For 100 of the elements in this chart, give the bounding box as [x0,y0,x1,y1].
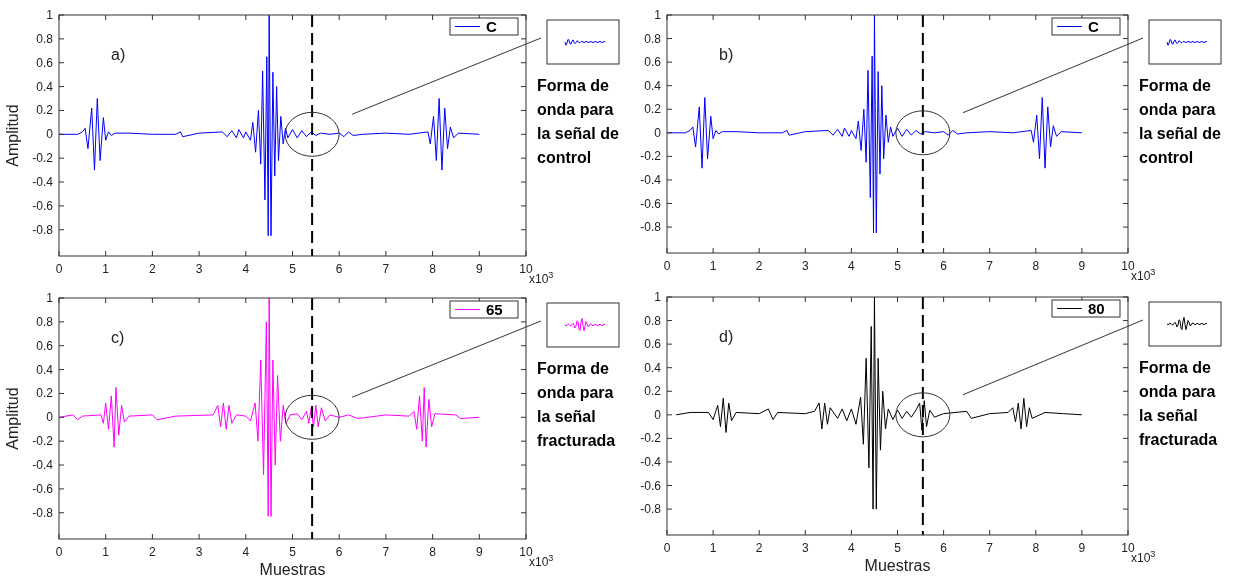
y-tick-label: -0.8 [32,222,54,237]
x-tick-label: 4 [848,541,856,555]
x-tick-label: 7 [986,541,994,555]
y-tick-label: 0.2 [644,102,662,117]
x-tick-label: 9 [475,545,483,559]
y-tick-label: 0 [46,410,54,425]
y-tick-label: 0.6 [644,55,662,70]
y-tick-label: 1 [654,290,662,304]
x-tick-label: 10 [1121,541,1135,555]
y-tick-label: 0.8 [36,31,54,46]
text: Forma de onda para la señal de control [537,77,619,166]
x-tick-label: 10 [519,545,533,559]
x-tick-label: 2 [149,545,157,559]
y-tick-label: -0.2 [32,434,54,449]
annotation: d) [719,328,734,345]
y-tick-label: 0.2 [36,386,54,401]
x-tick-label: 3 [801,259,809,273]
x-tick-label: 10 [519,262,533,276]
x-tick-label: 8 [1032,259,1040,273]
x-tick-label: 2 [755,541,763,555]
y-tick-label: -0.4 [640,172,662,187]
x-tick-label: 0 [663,541,671,555]
y-tick-label: 0.6 [644,337,662,352]
y-tick-label: 0.6 [36,338,54,353]
annotation: a) [111,46,126,63]
annotation: c) [111,329,125,346]
x-tick-label: 10 [1121,259,1135,273]
y-tick-label: -0.8 [640,502,662,517]
x-tick-label: 0 [55,545,63,559]
y-tick-label: 0 [654,125,662,140]
y-tick-label: 0.4 [644,360,662,375]
y-axis-title: Amplitud [4,104,21,167]
x-tick-label: 0 [663,259,671,273]
text: Forma de onda para la señal de control [1139,77,1221,166]
y-tick-label: 0.4 [644,78,662,93]
y-tick-label: 1 [654,8,662,22]
x-tick-label: 8 [429,262,437,276]
x-tick-label: 2 [149,262,157,276]
y-tick-label: 0.6 [36,55,54,70]
text: Forma de onda para la señal fracturada [537,360,616,449]
y-tick-label: 0.4 [36,79,54,94]
y-tick-label: -0.8 [32,505,54,520]
legend-label: C [1088,17,1099,35]
x-tick-label: 3 [801,541,809,555]
x-axis-title: Muestras [864,557,931,574]
x-tick-label: 3 [195,262,203,276]
x-tick-label: 6 [335,262,343,276]
y-tick-label: 0.8 [644,31,662,46]
legend-label: 65 [486,300,503,318]
x-tick-label: 8 [429,545,437,559]
y-tick-label: 0.2 [36,103,54,118]
y-tick-label: -0.4 [32,175,54,190]
x-tick-label: 9 [475,262,483,276]
x-tick-label: 9 [1078,541,1086,555]
x-tick-label: 6 [335,545,343,559]
y-tick-label: 0.4 [36,362,54,377]
x-axis-title: Muestras [259,561,326,578]
y-tick-label: -0.2 [32,151,54,166]
y-tick-label: -0.6 [640,196,662,211]
y-tick-label: 1 [46,291,54,305]
x-tick-label: 4 [848,259,856,273]
y-tick-label: -0.2 [640,431,662,446]
x-tick-label: 7 [986,259,994,273]
legend-label: C [486,17,497,35]
y-tick-label: 0 [46,127,54,142]
y-tick-label: 1 [46,8,54,22]
x-tick-label: 5 [289,262,297,276]
x-tick-label: 6 [940,541,948,555]
y-tick-label: -0.2 [640,149,662,164]
x-tick-label: 5 [894,541,902,555]
legend-label: 80 [1088,299,1105,317]
y-tick-label: -0.6 [32,198,54,213]
x-tick-label: 7 [382,262,390,276]
x-tick-label: 3 [195,545,203,559]
x-tick-label: 2 [755,259,763,273]
text: Forma de onda para la señal fracturada [1139,359,1218,448]
line-series [58,297,480,517]
x-tick-label: 4 [242,262,250,276]
x-tick-label: 6 [940,259,948,273]
y-tick-label: -0.8 [640,220,662,235]
x-tick-label: 0 [55,262,63,276]
y-tick-label: 0.8 [36,314,54,329]
y-tick-label: 0 [654,407,662,422]
y-tick-label: 0.2 [644,384,662,399]
annotation: b) [719,46,734,63]
x-tick-label: 1 [709,259,717,273]
y-tick-label: 0.8 [644,313,662,328]
x-tick-label: 9 [1078,259,1086,273]
y-tick-label: -0.6 [640,478,662,493]
x-tick-label: 5 [289,545,297,559]
y-axis-title: Amplitud [4,387,21,450]
x-tick-label: 5 [894,259,902,273]
x-tick-label: 1 [709,541,717,555]
x-tick-label: 1 [102,262,110,276]
y-tick-label: -0.4 [640,454,662,469]
x-tick-label: 4 [242,545,250,559]
x-tick-label: 7 [382,545,390,559]
x-tick-label: 8 [1032,541,1040,555]
y-tick-label: -0.6 [32,481,54,496]
x-tick-label: 1 [102,545,110,559]
